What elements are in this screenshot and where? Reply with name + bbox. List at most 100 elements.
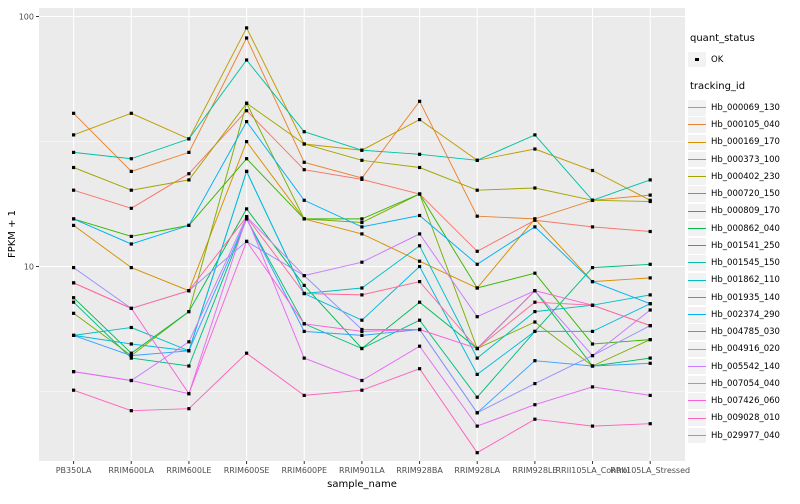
data-point — [590, 280, 595, 284]
data-point — [129, 409, 133, 413]
data-point — [72, 133, 76, 137]
data-point — [533, 382, 537, 386]
data-point — [418, 264, 422, 269]
legend-color-key — [688, 220, 706, 237]
legend-color-key — [688, 324, 706, 340]
data-point — [302, 322, 306, 326]
data-point — [72, 188, 76, 192]
black-square-point-icon — [695, 57, 699, 62]
data-point — [72, 223, 76, 227]
data-point — [72, 266, 76, 270]
data-point — [245, 207, 249, 211]
legend-color-key — [688, 358, 706, 375]
data-point — [533, 186, 537, 190]
data-point — [360, 260, 364, 264]
legend-item-label: Hb_000402_230 — [711, 171, 780, 182]
data-point — [590, 424, 595, 428]
data-point — [302, 274, 306, 278]
data-point — [475, 188, 479, 192]
data-point — [302, 198, 306, 202]
legend-color-key — [688, 117, 706, 133]
legend-item-Hb_007426_060: Hb_007426_060 — [688, 393, 800, 410]
data-point — [648, 361, 652, 365]
data-point — [590, 329, 595, 333]
data-point — [187, 172, 191, 176]
data-point — [533, 133, 537, 137]
data-point — [72, 165, 76, 170]
data-point — [302, 291, 306, 296]
data-point — [129, 356, 133, 360]
legend-color-key — [688, 393, 706, 409]
data-point — [72, 370, 76, 374]
data-point — [648, 356, 652, 360]
legend-item-label: Hb_000105_040 — [711, 120, 780, 131]
data-point — [360, 333, 364, 337]
legend-item-label: Hb_007426_060 — [711, 396, 780, 407]
data-point — [418, 118, 422, 122]
line-swatch-icon — [688, 331, 706, 333]
data-point — [648, 178, 652, 182]
line-swatch-icon — [688, 227, 706, 229]
legend-color-key — [688, 255, 706, 271]
data-point — [72, 296, 76, 300]
data-point — [360, 388, 364, 392]
legend-item-Hb_000720_150: Hb_000720_150 — [688, 186, 800, 203]
legend-item-label: Hb_007054_040 — [711, 378, 780, 389]
legend-item-label: Hb_002374_290 — [711, 309, 780, 320]
legend-item-label: Hb_004916_020 — [711, 344, 780, 355]
data-point — [72, 111, 76, 115]
legend-item-Hb_004916_020: Hb_004916_020 — [688, 341, 800, 358]
data-point — [302, 283, 306, 287]
data-point — [360, 346, 364, 351]
legend-color-key — [688, 341, 706, 358]
data-point — [590, 198, 595, 202]
data-point — [418, 367, 422, 371]
data-point — [245, 169, 249, 173]
data-point — [360, 158, 364, 162]
data-point — [590, 342, 595, 346]
data-point — [533, 403, 537, 407]
data-point — [360, 329, 364, 333]
line-swatch-icon — [688, 383, 706, 385]
data-point — [245, 101, 249, 105]
legend-item-label: Hb_000809_170 — [711, 206, 780, 217]
data-point — [187, 289, 191, 293]
data-point — [533, 217, 537, 221]
line-swatch-icon — [688, 279, 706, 281]
data-point — [302, 393, 306, 397]
legend-item-Hb_000069_130: Hb_000069_130 — [688, 99, 800, 116]
data-point — [533, 320, 537, 324]
data-point — [648, 229, 652, 234]
data-point — [129, 266, 133, 270]
line-swatch-icon — [688, 314, 706, 316]
data-point — [590, 354, 595, 358]
legend-item-Hb_000809_170: Hb_000809_170 — [688, 203, 800, 220]
legend-color-key — [688, 289, 706, 306]
data-point — [360, 176, 364, 180]
line-swatch-icon — [688, 210, 706, 212]
data-point — [418, 327, 422, 332]
x-axis-title: sample_name — [327, 479, 397, 490]
x-tick-label: RRIM600LE — [166, 466, 211, 475]
data-point — [187, 364, 191, 368]
legend-color-key — [688, 272, 706, 289]
data-point — [648, 308, 652, 312]
legend-item-label: Hb_001545_150 — [711, 258, 780, 269]
data-point — [533, 300, 537, 304]
line-swatch-icon — [688, 158, 706, 160]
data-point — [533, 310, 537, 314]
data-point — [245, 109, 249, 113]
data-point — [129, 234, 133, 238]
line-swatch-icon — [688, 296, 706, 298]
data-point — [72, 281, 76, 285]
y-tick-label: 10 — [24, 263, 34, 272]
data-point — [648, 193, 652, 197]
data-point — [418, 213, 422, 218]
data-point — [533, 417, 537, 421]
data-point — [360, 232, 364, 236]
data-point — [418, 344, 422, 348]
legend-color-key — [688, 186, 706, 202]
data-point — [187, 178, 191, 182]
legend-item-label: Hb_000069_130 — [711, 102, 780, 113]
data-point — [129, 325, 133, 330]
